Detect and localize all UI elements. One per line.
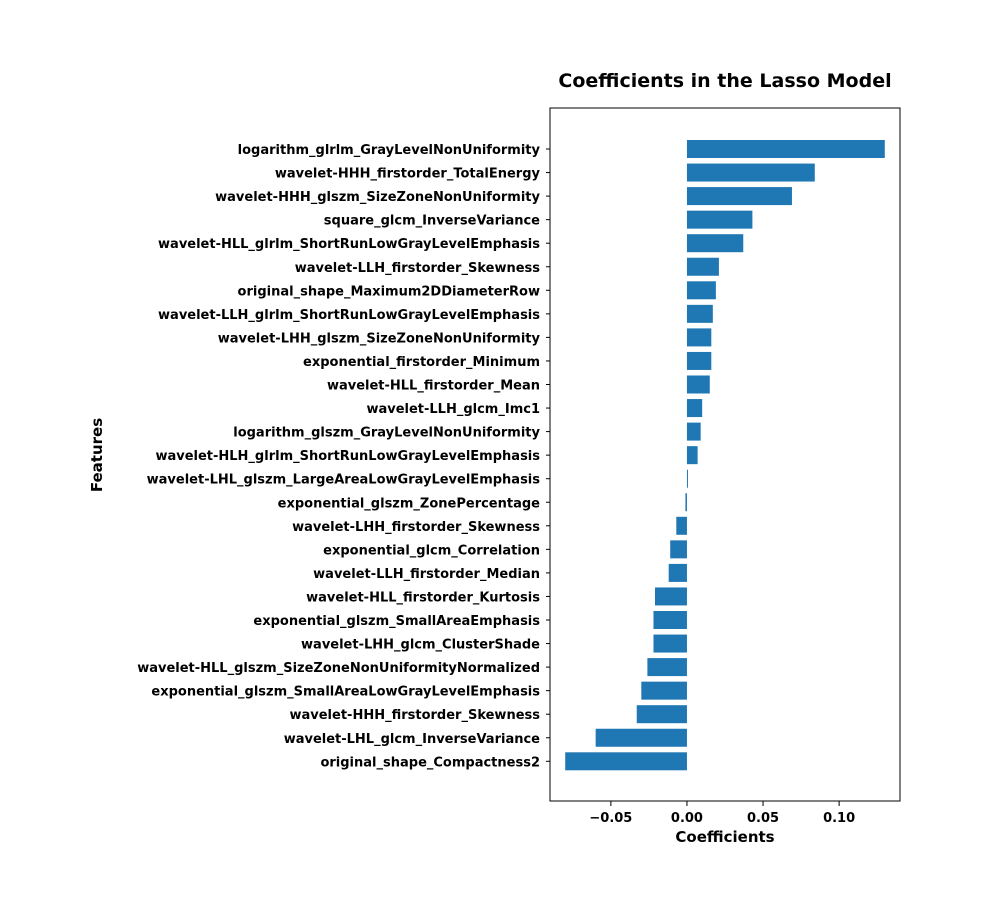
bar-26 [565, 752, 687, 771]
bar-2 [686, 187, 792, 206]
feature-label: original_shape_Maximum2DDiameterRow [238, 284, 540, 299]
chart-title: Coefficients in the Lasso Model [558, 70, 891, 92]
feature-label: wavelet-LHL_glszm_LargeAreaLowGrayLevelE… [147, 473, 541, 488]
bar-3 [686, 210, 753, 229]
x-tick-label: 0.05 [747, 811, 779, 826]
y-axis-label: Features [88, 418, 106, 492]
feature-label: wavelet-LLH_firstorder_Median [313, 567, 540, 582]
bar-0 [686, 140, 885, 158]
feature-label: wavelet-HLH_glrlm_ShortRunLowGrayLevelEm… [155, 449, 540, 464]
feature-label: original_shape_Compactness2 [320, 755, 540, 770]
feature-label: wavelet-HHH_firstorder_TotalEnergy [275, 167, 541, 182]
x-axis-ticks-group: −0.05 0.00 0.05 0.10 [589, 801, 855, 826]
feature-label: wavelet-HLL_firstorder_Mean [327, 379, 540, 394]
bar-22 [647, 658, 687, 677]
feature-label: exponential_glszm_SmallAreaEmphasis [253, 614, 540, 629]
bar-9 [686, 351, 712, 370]
bar-13 [686, 446, 698, 465]
bar-16 [676, 516, 687, 535]
feature-label: exponential_firstorder_Minimum [303, 355, 540, 370]
bar-6 [686, 281, 716, 300]
feature-label: logarithm_glrlm_GrayLevelNonUniformity [238, 143, 541, 158]
bar-21 [653, 634, 687, 653]
bar-10 [686, 375, 710, 394]
bar-4 [686, 234, 744, 253]
feature-label: exponential_glszm_SmallAreaLowGrayLevelE… [151, 685, 540, 700]
feature-label: wavelet-HLL_glszm_SizeZoneNonUniformityN… [137, 661, 540, 676]
feature-labels-group: logarithm_glrlm_GrayLevelNonUniformitywa… [137, 143, 550, 770]
x-axis-label: Coefficients [675, 828, 774, 846]
feature-label: wavelet-LHH_firstorder_Skewness [292, 520, 540, 535]
bar-7 [686, 304, 713, 323]
bar-23 [641, 681, 687, 700]
bars-group [565, 140, 885, 771]
bar-25 [595, 728, 687, 747]
bar-19 [655, 587, 687, 606]
feature-label: wavelet-LHL_glcm_InverseVariance [284, 732, 540, 747]
feature-label: exponential_glszm_ZonePercentage [278, 496, 541, 511]
bar-5 [686, 257, 719, 276]
feature-label: wavelet-HHH_glszm_SizeZoneNonUniformity [215, 190, 540, 205]
bar-11 [686, 399, 703, 418]
feature-label: wavelet-LLH_glcm_Imc1 [366, 402, 540, 417]
feature-label: wavelet-HLL_glrlm_ShortRunLowGrayLevelEm… [158, 237, 540, 252]
feature-label: wavelet-LHH_glszm_SizeZoneNonUniformity [218, 331, 541, 346]
feature-label: square_glcm_InverseVariance [324, 214, 540, 229]
feature-label: wavelet-HLL_firstorder_Kurtosis [306, 590, 540, 605]
bar-24 [636, 705, 687, 724]
feature-label: wavelet-LLH_firstorder_Skewness [295, 261, 541, 276]
bar-15 [685, 493, 687, 512]
bar-8 [686, 328, 712, 347]
x-tick-label: 0.00 [671, 811, 703, 826]
feature-label: wavelet-LLH_glrlm_ShortRunLowGrayLevelEm… [158, 308, 540, 323]
plot-frame [549, 107, 901, 802]
feature-label: wavelet-HHH_firstorder_Skewness [289, 708, 540, 723]
bar-20 [653, 611, 687, 629]
feature-label: logarithm_glszm_GrayLevelNonUniformity [233, 426, 540, 441]
x-tick-label: 0.10 [823, 811, 855, 826]
bar-18 [668, 563, 687, 582]
feature-label: wavelet-LHH_glcm_ClusterShade [301, 638, 540, 653]
feature-label: exponential_glcm_Correlation [323, 543, 540, 558]
bar-1 [686, 163, 815, 182]
bar-17 [670, 540, 687, 559]
x-tick-label: −0.05 [589, 811, 632, 826]
bar-12 [686, 422, 701, 441]
bar-14 [686, 469, 688, 488]
